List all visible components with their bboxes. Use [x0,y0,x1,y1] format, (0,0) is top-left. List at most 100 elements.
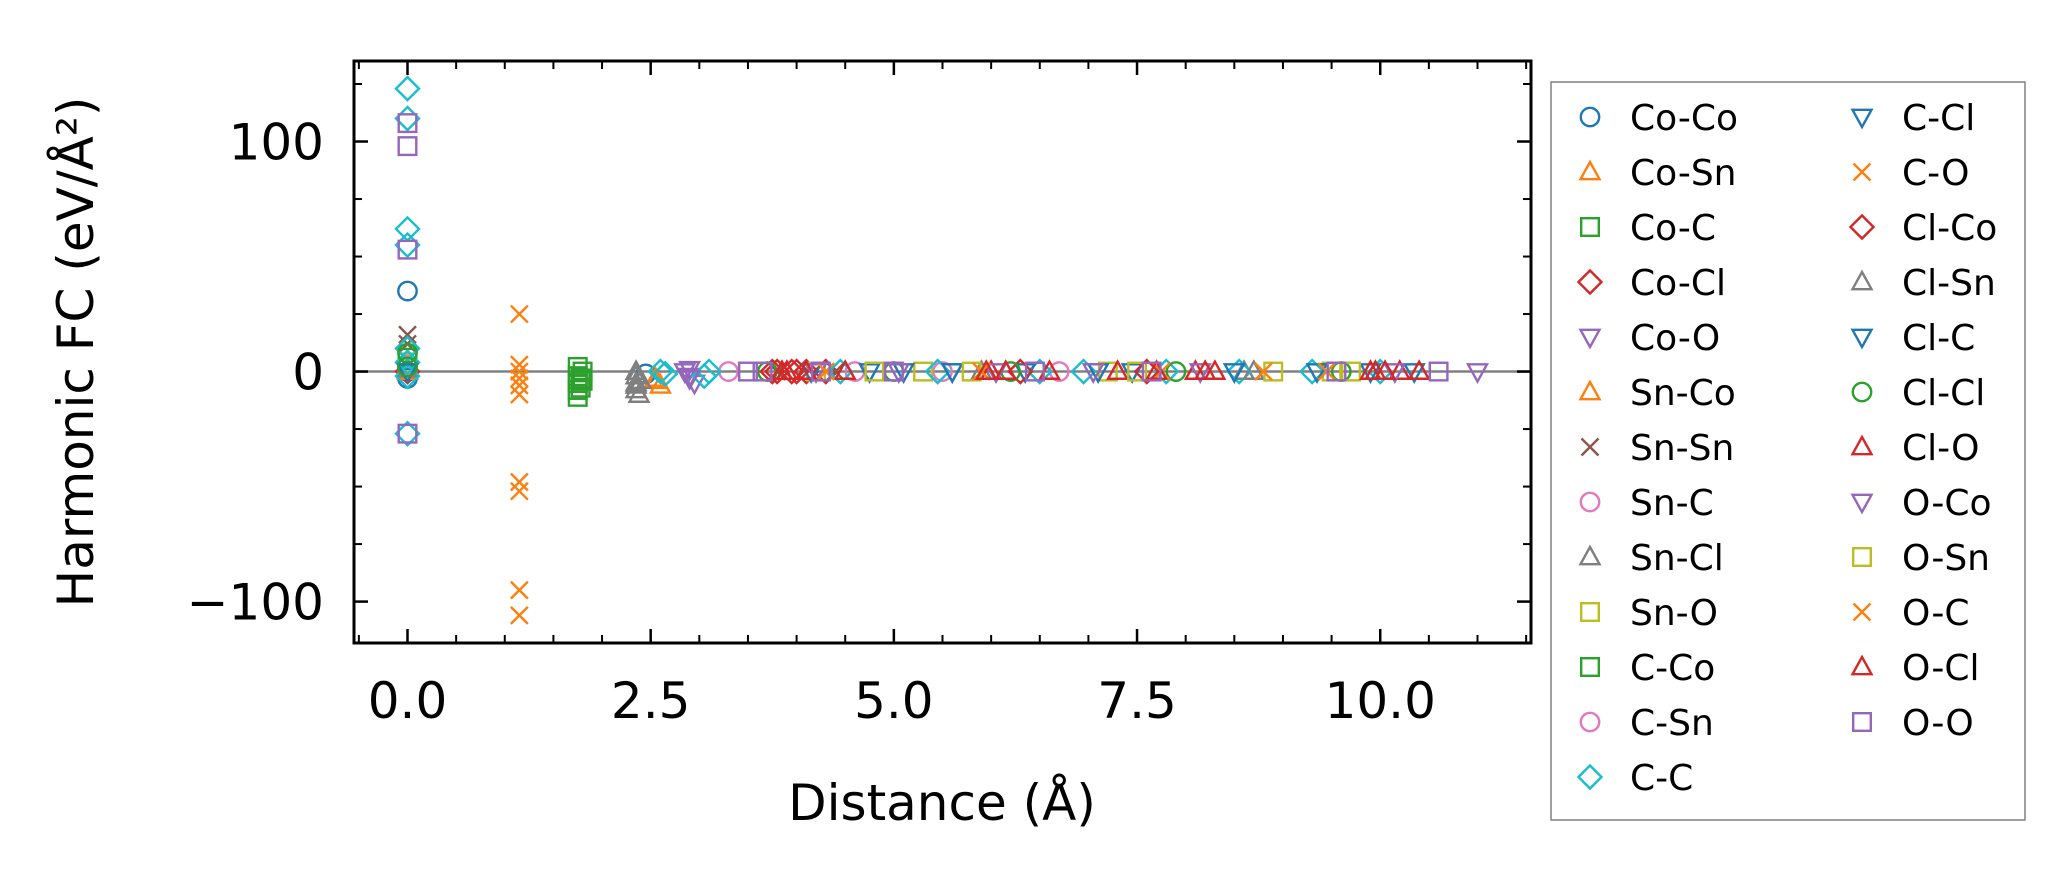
x-tick-label: 2.5 [611,672,691,730]
legend-marker [1851,547,1872,568]
legend-item: Cl-C [1850,318,1975,359]
data-point [1222,363,1246,385]
legend-marker [1579,216,1600,237]
legend-marker [1579,711,1601,733]
data-point [816,362,836,381]
data-point [1141,361,1162,382]
legend-item: Sn-C [1579,483,1714,524]
data-point [1225,358,1253,385]
legend-marker [1579,657,1600,678]
data-point [510,481,529,501]
data-point [913,361,934,382]
data-point [510,376,529,395]
legend-label: Sn-Sn [1630,428,1734,469]
legend-marker [1579,491,1601,513]
data-point [1373,359,1397,380]
data-point [940,363,964,385]
data-point [394,75,421,102]
legend-label: Sn-C [1630,483,1714,524]
data-point [397,136,418,157]
data-point [678,370,702,391]
series-o-co [678,363,1490,391]
legend-marker [1850,328,1874,350]
data-point [510,606,529,625]
data-point [770,359,794,380]
series-c-o [510,304,529,625]
data-point [1402,363,1426,385]
legend-marker [1579,106,1601,128]
x-axis-label: Distance (Å) [788,774,1096,832]
data-point [1188,363,1212,385]
legend-marker [1848,213,1876,241]
x-tick-label: 7.5 [1097,672,1177,730]
data-point [397,423,418,444]
legend-label: Sn-Co [1630,373,1736,414]
data-point [932,361,953,382]
legend-marker [1850,434,1874,456]
legend-item: Sn-Cl [1578,538,1724,579]
data-point [510,472,529,492]
data-point [398,325,417,345]
legend-marker [1576,763,1604,791]
legend-marker [1850,269,1874,291]
data-point [397,356,418,378]
legend-item: C-Co [1579,648,1715,689]
legend-label: C-O [1902,153,1969,194]
data-point [994,359,1018,380]
legend-item: O-Co [1850,483,1992,524]
legend-label: O-O [1902,703,1974,744]
data-point [864,361,885,382]
data-point [572,361,593,382]
data-point [510,580,529,600]
legend-marker [1850,108,1874,130]
legend-label: Cl-Co [1902,208,1997,249]
legend-label: Cl-Sn [1902,263,1996,304]
data-point [1165,361,1187,382]
legend-marker [1852,602,1872,622]
axis-ticks: 0.0 2.5 5.0 7.5 10.0 −100 0 100 [187,61,1531,730]
legend-item: Cl-Co [1848,208,1997,249]
legend-label: Cl-O [1902,428,1979,469]
data-point [397,113,418,134]
data-point [974,359,998,380]
x-tick-label: 0.0 [368,672,448,730]
data-point [1007,358,1034,385]
legend: Co-Co Co-Sn Co-C Co-Cl Co-O Sn-Co Sn-Sn Sn-C Sn-… [1550,81,2026,821]
data-point [810,361,831,382]
legend-label: C-Sn [1630,703,1714,744]
y-tick-label: 0 [292,344,324,402]
data-point [397,280,418,302]
legend-label: Co-Sn [1630,153,1737,194]
legend-label: C-C [1630,758,1693,799]
data-point [1358,359,1383,380]
legend-item: O-Sn [1851,538,1990,579]
legend-label: Co-Cl [1630,263,1726,304]
legend-item: Co-Co [1579,98,1738,139]
legend-marker [1578,379,1602,401]
legend-marker [1850,493,1874,515]
legend-item: Co-Cl [1576,263,1726,304]
legend-label: Sn-O [1630,593,1718,634]
data-point [652,360,679,388]
legend-item: Sn-Sn [1580,428,1734,469]
data-point [570,377,591,398]
data-point [1358,363,1383,385]
legend-marker [1852,162,1872,182]
y-axis-label: Harmonic FC (eV/Å²) [47,97,105,608]
legend-item: O-O [1851,703,1974,744]
legend-item: Cl-Cl [1851,373,1985,414]
data-point [624,372,648,394]
data-point [1024,361,1045,382]
data-point [510,385,529,404]
series-o-sn [864,361,1362,382]
legend-item: Cl-Sn [1850,263,1996,304]
legend-marker [1580,437,1600,457]
legend-label: Co-Co [1630,98,1738,139]
legend-marker [1578,159,1602,181]
legend-item: O-C [1852,593,1969,634]
y-tick-label: −100 [187,574,324,632]
legend-item: C-O [1852,153,1969,194]
data-point [1193,359,1217,380]
legend-item: Sn-Co [1578,373,1736,414]
y-tick-label: 100 [229,114,324,172]
